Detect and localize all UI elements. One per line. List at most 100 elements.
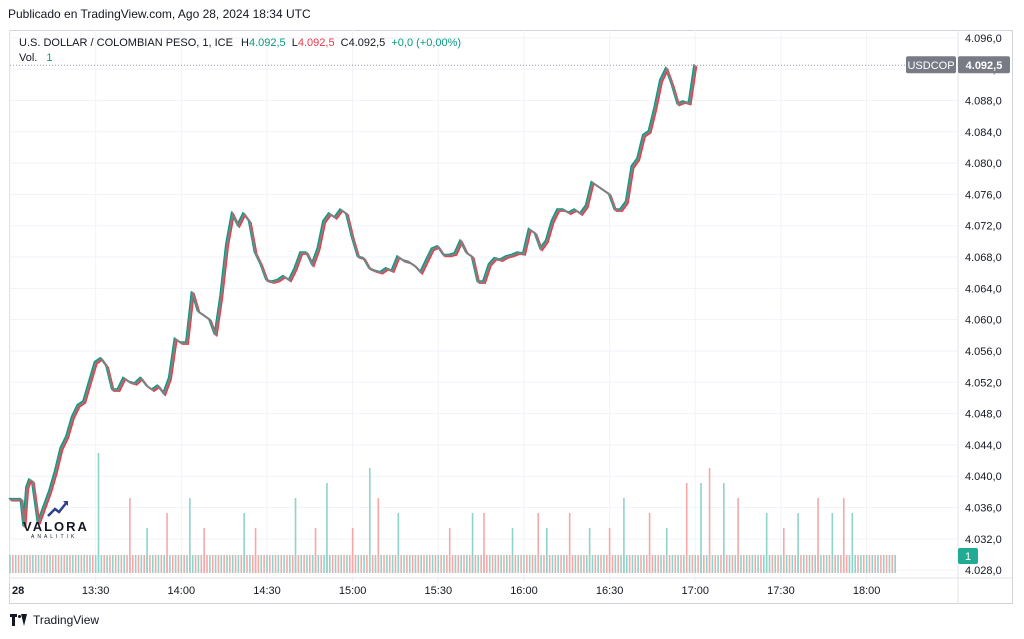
volume-bar bbox=[614, 555, 617, 573]
volume-bar bbox=[551, 555, 554, 573]
y-tick-label: 4.080,0 bbox=[965, 158, 1002, 170]
volume-bar bbox=[269, 555, 271, 573]
volume-bar bbox=[725, 555, 728, 573]
volume-bar bbox=[714, 555, 717, 573]
volume-bar bbox=[623, 498, 625, 573]
volume-bar bbox=[446, 555, 448, 573]
y-tick-label: 4.060,0 bbox=[965, 315, 1002, 327]
volume-bar bbox=[705, 555, 708, 573]
volume-bar bbox=[880, 555, 882, 573]
volume-bar bbox=[754, 555, 757, 573]
volume-bar bbox=[9, 555, 11, 573]
volume-bar bbox=[257, 555, 260, 573]
y-tick-label: 4.088,0 bbox=[965, 95, 1002, 107]
volume-bar bbox=[366, 555, 368, 573]
y-tick-label: 4.076,0 bbox=[965, 189, 1002, 201]
volume-bar bbox=[791, 555, 794, 573]
legend-low-value: 4.092,5 bbox=[297, 37, 335, 49]
volume-bar bbox=[20, 555, 23, 573]
x-tick-label: 15:00 bbox=[339, 585, 367, 597]
y-axis: 4.096,04.092,04.088,04.084,04.080,04.076… bbox=[965, 33, 1002, 577]
volume-bar bbox=[383, 555, 385, 573]
y-tick-label: 4.084,0 bbox=[965, 127, 1002, 139]
volume-bar bbox=[840, 555, 842, 573]
volume-bar bbox=[32, 555, 34, 573]
volume-bar bbox=[700, 483, 702, 573]
volume-bar bbox=[408, 555, 411, 573]
volume-bar bbox=[697, 555, 699, 573]
volume-bar bbox=[326, 483, 328, 573]
volume-bar bbox=[146, 528, 148, 573]
volume-bar bbox=[568, 513, 571, 573]
volume-bar bbox=[171, 555, 174, 573]
volume-bar bbox=[817, 498, 819, 573]
volume-bar bbox=[140, 555, 143, 573]
volume-bar bbox=[134, 555, 137, 573]
x-axis: 28 13:30 14:00 14:30 15:00 15:30 16:00 16:30 17:… bbox=[12, 585, 880, 597]
volume-bar bbox=[466, 555, 468, 573]
volume-bar bbox=[548, 555, 551, 573]
volume-bar bbox=[694, 555, 697, 573]
tradingview-footer[interactable]: TradingView bbox=[10, 613, 99, 627]
volume-bar bbox=[160, 555, 163, 573]
published-caption: Publicado en TradingView.com, Ago 28, 20… bbox=[8, 7, 311, 21]
volume-bar bbox=[94, 555, 97, 573]
volume-bar bbox=[189, 498, 191, 573]
volume-bar bbox=[460, 555, 462, 573]
volume-bar bbox=[386, 555, 388, 573]
volume-bar bbox=[483, 513, 485, 573]
volume-bar bbox=[263, 555, 265, 573]
series-line-high bbox=[8, 64, 695, 527]
volume-bar bbox=[800, 555, 802, 573]
volume-bar bbox=[388, 555, 391, 573]
volume-bar bbox=[92, 555, 94, 573]
volume-tag-bg bbox=[958, 548, 978, 564]
volume-bar bbox=[394, 555, 397, 573]
volume-bar bbox=[740, 555, 742, 573]
volume-bar bbox=[534, 555, 537, 573]
volume-bar bbox=[12, 555, 14, 573]
x-tick-label: 28 bbox=[12, 585, 24, 597]
volume-bar bbox=[306, 555, 308, 573]
volume-bar bbox=[46, 555, 48, 573]
volume-bar bbox=[723, 483, 725, 573]
volume-bar bbox=[251, 555, 254, 573]
volume-bar bbox=[197, 555, 200, 573]
volume-bar bbox=[494, 555, 497, 573]
volume-bar bbox=[471, 513, 474, 573]
volume-bar bbox=[54, 555, 57, 573]
volume-bar bbox=[588, 528, 591, 573]
last-price-marker: USDCOP 4.092,5 1 bbox=[10, 56, 1010, 564]
volume-bar bbox=[794, 555, 797, 573]
volume-bar bbox=[651, 555, 654, 573]
volume-bar bbox=[788, 555, 791, 573]
volume-bar bbox=[403, 555, 405, 573]
volume-bar bbox=[131, 555, 134, 573]
volume-bar bbox=[571, 555, 574, 573]
volume-bar bbox=[768, 555, 771, 573]
volume-bar bbox=[620, 555, 622, 573]
volume-bar bbox=[634, 555, 637, 573]
volume-bar bbox=[123, 555, 126, 573]
volume-bar bbox=[480, 555, 482, 573]
volume-bar bbox=[585, 555, 588, 573]
y-tick-label: 4.064,0 bbox=[965, 283, 1002, 295]
volume-bar bbox=[328, 555, 331, 573]
volume-bar bbox=[60, 555, 63, 573]
volume-bar bbox=[231, 555, 234, 573]
volume-bar bbox=[757, 555, 759, 573]
volume-bar bbox=[631, 555, 634, 573]
volume-bar bbox=[177, 555, 180, 573]
x-tick-label: 17:30 bbox=[767, 585, 795, 597]
volume-bar bbox=[137, 555, 140, 573]
volume-bar bbox=[540, 555, 542, 573]
volume-bar bbox=[474, 555, 477, 573]
y-tick-label: 4.028,0 bbox=[965, 565, 1002, 577]
volume-bar bbox=[523, 555, 525, 573]
volume-bar bbox=[400, 555, 402, 573]
volume-bar bbox=[149, 555, 151, 573]
volume-bar bbox=[89, 555, 91, 573]
volume-bar bbox=[209, 555, 211, 573]
volume-value: 1 bbox=[46, 52, 53, 64]
